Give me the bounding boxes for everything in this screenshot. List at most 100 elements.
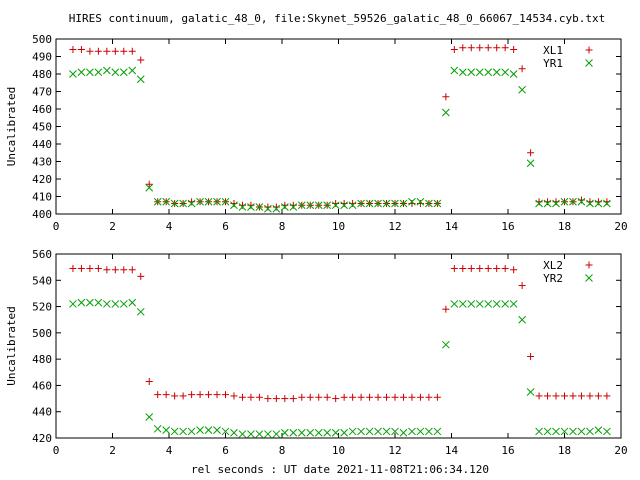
data-point [69,46,77,53]
data-point [272,204,281,213]
data-point [111,300,120,308]
data-point [484,300,493,308]
data-point [492,68,501,77]
data-point [196,391,204,399]
data-point [476,44,484,52]
data-point [501,44,509,52]
data-point [408,393,416,401]
data-point [518,282,526,290]
data-point [154,391,162,399]
data-point [340,393,348,401]
data-point [255,430,264,438]
x-tick-label: 2 [109,220,116,233]
data-point [297,428,306,437]
plot-panel-1: 0 2 4 6 8 10 12 14 16 18 20 400 410 420 430 440 450 460 47… [5,33,628,233]
data-point [484,68,493,77]
data-point [331,201,340,210]
data-point [120,266,128,274]
data-point [119,68,128,77]
series-XL1 [69,44,611,211]
data-point [475,68,484,77]
y-tick-label: 470 [32,86,52,99]
data-point [204,197,213,206]
data-point [205,391,213,399]
data-point [153,197,162,206]
data-point [450,46,458,53]
x-tick-label: 14 [445,444,459,457]
data-point [510,266,518,274]
data-point [374,393,382,401]
legend-marker [585,46,593,54]
data-point [526,159,535,168]
data-point [509,70,518,78]
x-tick-label: 10 [332,444,345,457]
data-point [535,199,543,208]
data-point [552,427,560,436]
data-point [416,197,425,206]
data-point [569,427,577,436]
data-point [289,203,298,211]
data-point [171,392,179,400]
data-point [433,427,442,436]
data-point [442,305,450,313]
data-point [111,68,120,77]
data-point [272,395,280,403]
data-point [459,44,467,52]
data-point [552,199,560,208]
x-tick-label: 6 [222,444,229,457]
data-point [69,264,77,272]
y-axis-label: Uncalibrated [5,87,18,166]
data-point [136,307,145,316]
plot-panel-2: 0 2 4 6 8 10 12 14 16 18 20 420 440 460 480 500 520 540 56… [5,248,628,457]
data-point [187,199,196,208]
y-tick-label: 450 [32,121,52,134]
data-point [297,201,306,210]
data-point [552,392,560,400]
x-tick-label: 20 [614,444,627,457]
data-point [560,197,569,206]
data-point [374,199,382,208]
data-point [357,427,365,436]
y-tick-label: 400 [32,208,52,221]
data-point [493,44,501,52]
data-point [306,393,314,401]
data-point [102,300,111,308]
data-point [365,427,374,436]
y-tick-label: 440 [32,406,52,419]
data-point [476,264,484,272]
data-point [441,108,450,117]
x-tick-label: 14 [445,220,459,233]
data-point [128,266,136,274]
data-point [467,44,475,52]
y-tick-label: 490 [32,51,52,64]
x-tick-label: 10 [332,220,345,233]
data-point [86,298,94,307]
legend-marker [585,274,593,282]
y-tick-label: 520 [32,301,52,314]
data-point [382,199,391,208]
data-point [264,204,272,213]
y-tick-label: 420 [32,173,52,186]
data-point [340,428,349,437]
data-point [543,199,552,208]
x-tick-label: 8 [279,444,286,457]
y-tick-label: 460 [32,103,52,116]
data-point [255,203,264,211]
data-point [179,427,187,436]
data-point [433,199,442,208]
data-point [128,298,137,307]
data-point [493,264,501,272]
chart-title: HIRES continuum, galatic_48_0, file:Skyn… [69,12,605,25]
data-point [366,393,374,401]
data-point [280,203,289,211]
data-point [69,300,77,308]
x-tick-label: 18 [558,220,571,233]
data-point [264,430,272,438]
data-point [349,393,357,401]
data-point [170,199,179,208]
data-point [603,392,611,400]
legend-label: YR2 [543,272,563,285]
data-point [543,427,552,436]
data-point [331,428,340,437]
